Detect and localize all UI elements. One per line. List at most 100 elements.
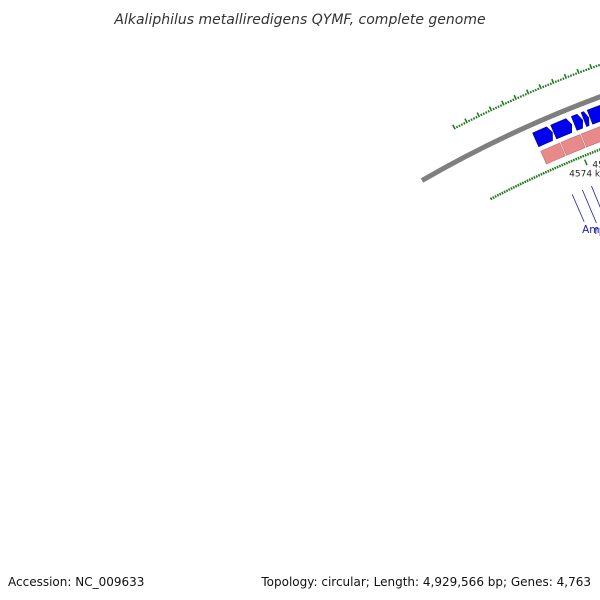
inner-tick-mark xyxy=(547,169,550,173)
inner-tick-mark xyxy=(530,177,534,181)
tick-mark xyxy=(494,106,498,110)
tick-mark xyxy=(472,117,476,120)
tick-mark xyxy=(475,115,478,119)
tick-mark xyxy=(509,99,513,103)
tick-mark xyxy=(482,112,485,116)
tick-mark xyxy=(572,73,575,76)
inner-tick-mark xyxy=(526,179,529,183)
gene-label: Amet_4470 xyxy=(582,224,600,236)
inner-tick-mark xyxy=(510,186,513,190)
tick-mark xyxy=(487,109,490,113)
backbone-track xyxy=(420,94,600,183)
inner-tick-mark xyxy=(582,154,585,158)
tick-mark xyxy=(551,78,555,85)
inner-tick-mark xyxy=(498,192,502,196)
tick-mark xyxy=(517,96,520,99)
tick-mark xyxy=(547,83,550,87)
inner-tick-mark xyxy=(560,163,564,167)
forward-gene xyxy=(550,118,573,140)
page-title: Alkaliphilus metalliredigens QYMF, compl… xyxy=(113,12,485,28)
tick-mark xyxy=(458,124,461,128)
inner-tick-mark xyxy=(591,150,594,154)
inner-tick-ring xyxy=(489,148,600,201)
inner-tick-mark xyxy=(519,182,522,186)
inner-tick-mark xyxy=(563,162,566,166)
tick-mark xyxy=(574,72,578,76)
label-connector xyxy=(591,185,600,208)
tick-mark xyxy=(519,95,522,98)
forward-gene xyxy=(586,105,600,125)
inner-tick-mark xyxy=(544,170,548,174)
tick-mark xyxy=(579,70,583,74)
inner-tick-mark xyxy=(523,180,527,184)
tick-mark xyxy=(549,82,552,86)
inner-tick-mark xyxy=(575,157,578,161)
tick-mark xyxy=(585,68,588,72)
tick-mark xyxy=(567,75,570,78)
tick-mark xyxy=(537,87,540,91)
tick-mark xyxy=(464,118,468,124)
tick-mark xyxy=(504,101,508,105)
tick-mark xyxy=(525,89,530,95)
kbp-scale: 4574 kbp4575 kbp4576 kbp4577 kbp4578 kbp… xyxy=(569,159,600,180)
tick-mark xyxy=(534,88,537,92)
inner-tick-mark xyxy=(586,152,590,156)
inner-tick-mark xyxy=(503,190,506,194)
inner-tick-mark xyxy=(517,183,520,187)
tick-mark xyxy=(488,106,493,112)
tick-mark xyxy=(544,84,547,88)
tick-mark xyxy=(513,94,518,101)
tick-mark xyxy=(532,89,535,93)
tick-mark xyxy=(587,67,590,71)
tick-mark xyxy=(592,65,596,69)
inner-tick-mark xyxy=(596,149,599,152)
tick-mark xyxy=(538,84,542,90)
tick-mark xyxy=(557,79,560,82)
inner-tick-mark xyxy=(565,161,569,165)
inner-tick-mark xyxy=(540,172,543,176)
forward-gene xyxy=(570,113,583,131)
tick-mark xyxy=(554,80,557,84)
tick-mark xyxy=(559,78,563,81)
reverse-gene xyxy=(580,126,600,148)
tick-mark xyxy=(576,68,580,75)
kbp-label: 4575 kbp xyxy=(592,160,600,170)
inner-tick-mark xyxy=(512,185,516,189)
inner-tick-mark xyxy=(577,156,580,160)
inner-tick-mark xyxy=(558,164,562,168)
inner-tick-mark xyxy=(584,153,587,157)
inner-tick-mark xyxy=(537,173,541,177)
tick-mark xyxy=(485,111,488,114)
gene-labels: Amet_4470rplPAmet_4472rplVrpsSrplBrplWrp… xyxy=(571,185,600,237)
tick-mark xyxy=(499,104,503,107)
inner-tick-mark xyxy=(528,178,532,182)
forward-strand-track xyxy=(532,105,600,148)
tick-mark xyxy=(507,100,510,104)
label-connector xyxy=(571,194,585,222)
inner-tick-mark xyxy=(570,159,573,163)
forward-gene xyxy=(580,111,590,127)
tick-mark xyxy=(522,94,525,97)
gene-label: rplP xyxy=(594,225,600,237)
forward-gene xyxy=(532,126,553,148)
inner-tick-mark xyxy=(554,166,557,170)
tick-mark xyxy=(582,69,585,73)
kbp-label: 4574 kbp xyxy=(569,170,600,180)
tick-mark xyxy=(589,64,593,70)
inner-tick-mark xyxy=(589,151,592,155)
tick-mark xyxy=(512,98,515,102)
tick-mark xyxy=(470,118,473,122)
tick-mark xyxy=(497,105,500,109)
inner-tick-mark xyxy=(501,191,504,195)
reverse-strand-track xyxy=(540,126,600,165)
inner-tick-mark xyxy=(496,193,500,197)
inner-tick-mark xyxy=(579,155,583,159)
tick-mark xyxy=(562,77,565,80)
tick-mark xyxy=(542,85,545,89)
inner-tick-mark xyxy=(568,160,571,164)
outer-tick-ring xyxy=(452,63,600,130)
inner-tick-mark xyxy=(507,188,511,192)
reverse-gene xyxy=(540,142,566,165)
